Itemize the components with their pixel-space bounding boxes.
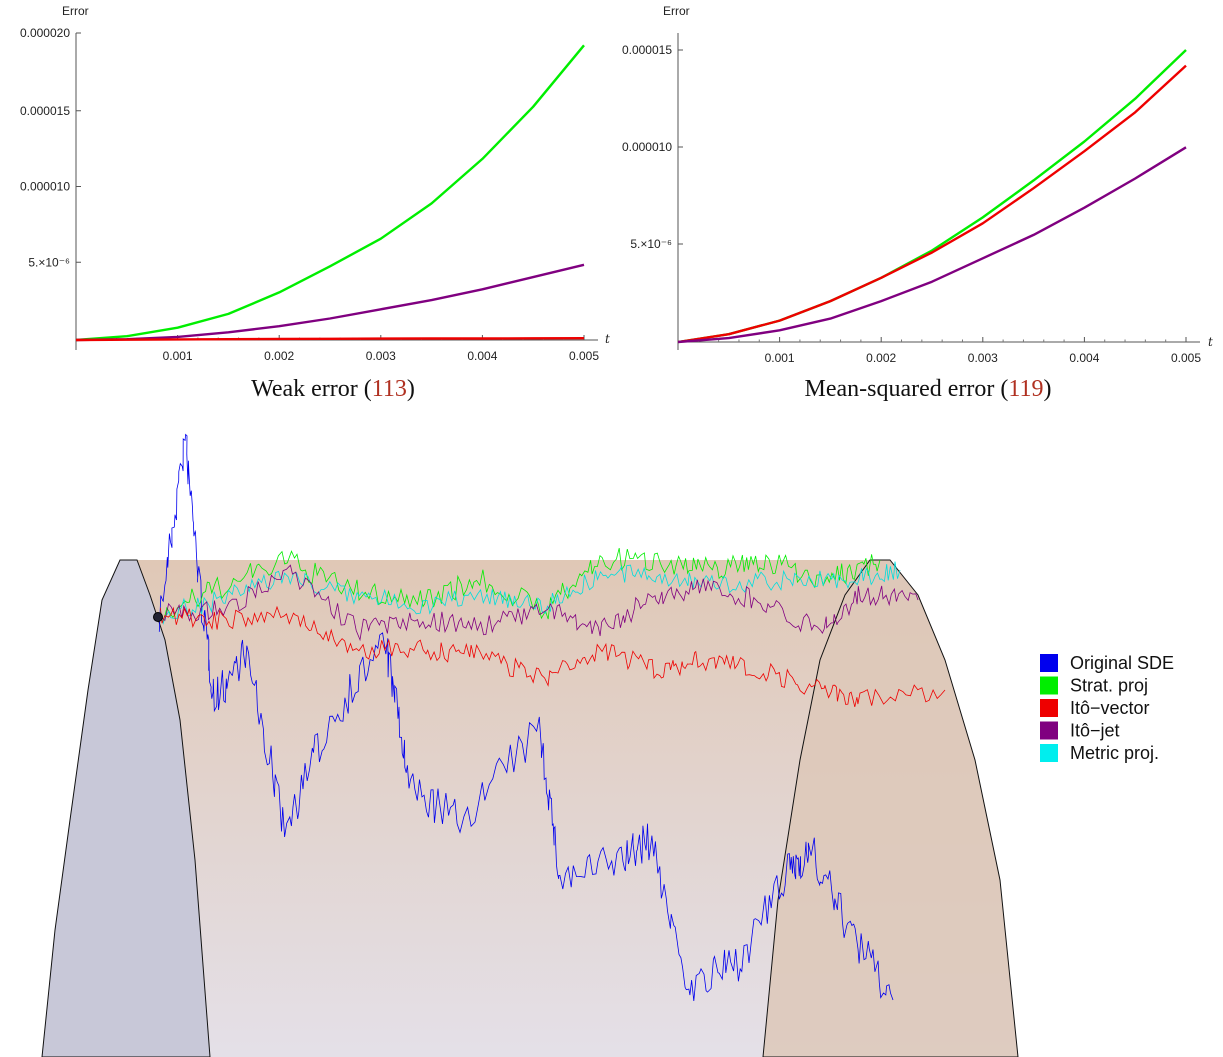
y-axis-label: Error [663, 4, 690, 18]
y-tick-label: 0.000015 [20, 104, 70, 118]
path-ito-vector [160, 605, 946, 707]
series-line-0 [75, 44, 585, 342]
surface-right-edge [762, 559, 1019, 1057]
legend-swatch [1040, 744, 1058, 762]
y-axis-label: Error [62, 4, 89, 18]
x-tick-label: 0.001 [163, 349, 193, 363]
x-tick-label: 0.003 [366, 349, 396, 363]
surface-illustration [41, 433, 1019, 1057]
x-tick-label: 0.002 [866, 351, 896, 365]
y-tick-label: 0.000015 [622, 43, 672, 57]
mean-squared-error-chart: Error t 0.001 0.002 0.003 0.004 0.005 0.00001… [622, 4, 1213, 402]
x-tick-label: 0.002 [264, 349, 294, 363]
x-tick-label: 0.005 [569, 349, 599, 363]
x-tick-label: 0.004 [1069, 351, 1099, 365]
legend-label: Strat. proj [1070, 676, 1148, 696]
path-metric-proj [160, 561, 901, 625]
x-axis-label: t [1208, 335, 1213, 349]
legend-label: Original SDE [1070, 653, 1174, 673]
y-tick-label: 0.000010 [622, 140, 672, 154]
x-tick-label: 0.003 [968, 351, 998, 365]
x-tick-label: 0.004 [467, 349, 497, 363]
y-tick-label: 5.×10⁻⁶ [28, 255, 70, 269]
series-line-1 [75, 263, 585, 342]
series-line-2 [75, 337, 585, 342]
series-line-2 [677, 146, 1187, 344]
x-tick-label: 0.001 [765, 351, 795, 365]
x-tick-label: 0.005 [1171, 351, 1201, 365]
path-original-sde [158, 433, 894, 1001]
weak-error-chart: Error t 0.001 0.002 0.003 0.004 0.005 0.00002… [20, 4, 610, 402]
caption-mean-squared-error: Mean-squared error (119) [804, 376, 1051, 402]
legend-label: Metric proj. [1070, 743, 1159, 763]
path-ito-jet [159, 564, 919, 642]
surface-front-face [42, 560, 1018, 1057]
y-tick-label: 0.000020 [20, 26, 70, 40]
legend-swatch [1040, 654, 1058, 672]
start-point [153, 612, 163, 622]
legend-swatch [1040, 676, 1058, 695]
surface-left-edge [41, 559, 211, 1057]
y-tick-label: 0.000010 [20, 180, 70, 194]
legend-label: Itô−jet [1070, 721, 1120, 741]
legend-swatch [1040, 699, 1058, 717]
legend-label: Itô−vector [1070, 698, 1150, 718]
x-axis-label: t [605, 332, 610, 346]
legend-swatch [1040, 721, 1058, 740]
y-tick-label: 5.×10⁻⁶ [630, 237, 672, 251]
series-line-1 [677, 64, 1187, 344]
caption-weak-error: Weak error (113) [251, 376, 415, 402]
series-line-0 [677, 49, 1187, 344]
